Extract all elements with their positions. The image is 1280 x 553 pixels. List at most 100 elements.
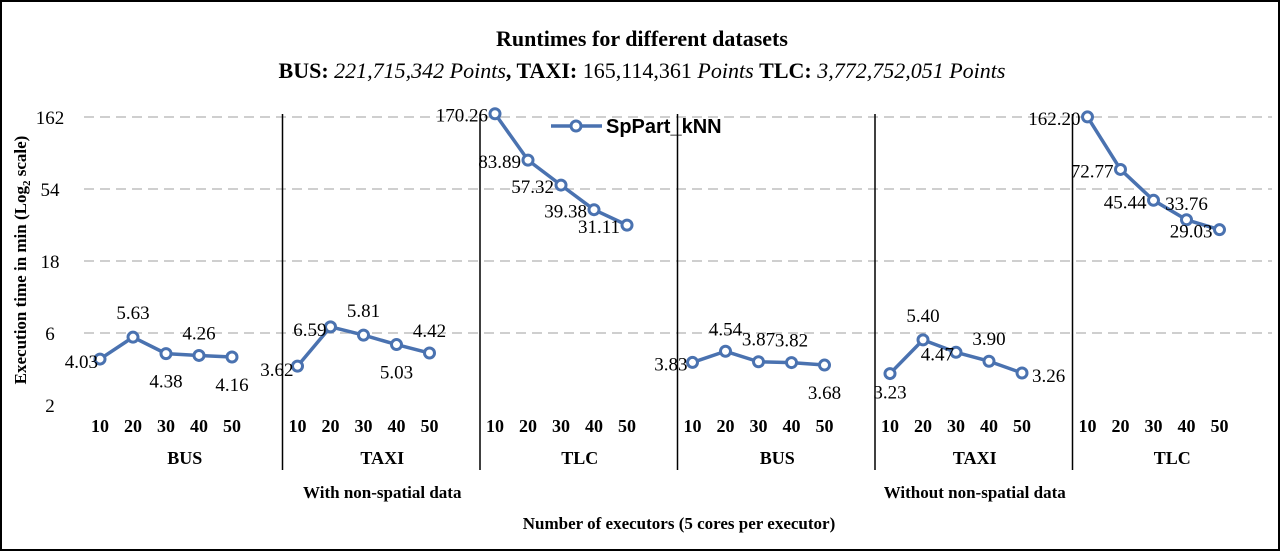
x-tick-label: 20: [519, 416, 537, 436]
x-axis: 10 20 30 40 50 BUS 10 20 30 40 50 TAXI 10 20 30 40 50 TLC…: [91, 416, 1229, 502]
dataset-label: BUS: [760, 448, 795, 468]
data-label: 4.54: [709, 319, 743, 340]
x-tick-label: 30: [157, 416, 175, 436]
data-point: [93, 352, 107, 366]
data-label: 39.38: [544, 202, 587, 223]
dataset-label: TAXI: [953, 448, 997, 468]
data-point: [554, 178, 568, 192]
x-tick-label: 10: [486, 416, 504, 436]
data-label: 3.87: [742, 330, 775, 351]
x-tick-label: 50: [1013, 416, 1031, 436]
x-tick-label: 30: [552, 416, 570, 436]
dataset-label: TLC: [561, 448, 598, 468]
x-tick-label: 20: [717, 416, 735, 436]
series-sppart-knn: [93, 107, 1226, 381]
data-point: [291, 359, 304, 373]
legend-label: SpPart_kNN: [606, 116, 722, 138]
y-tick-label: 2: [45, 396, 55, 417]
subtitle-tlc-label: TLC:: [759, 58, 812, 83]
data-point: [1114, 162, 1127, 176]
x-tick-label: 10: [684, 416, 702, 436]
legend-marker: [569, 119, 583, 133]
data-label: 83.89: [478, 152, 521, 173]
legend: SpPart_kNN: [551, 116, 722, 138]
data-point: [192, 348, 206, 362]
x-tick-label: 40: [388, 416, 406, 436]
section-label: Without non-spatial data: [884, 483, 1067, 502]
x-tick-label: 40: [1178, 416, 1196, 436]
x-tick-label: 50: [421, 416, 439, 436]
data-point: [225, 350, 239, 364]
data-point: [620, 218, 634, 232]
data-point: [126, 330, 140, 344]
dataset-label: TLC: [1154, 448, 1191, 468]
dataset-label: BUS: [167, 448, 202, 468]
data-point: [1015, 366, 1029, 380]
data-point: [785, 356, 798, 370]
data-label: 3.82: [775, 331, 808, 352]
x-tick-label: 10: [289, 416, 307, 436]
data-label: 3.23: [873, 383, 906, 404]
data-point: [357, 328, 370, 342]
data-label: 3.26: [1032, 366, 1065, 387]
data-label: 57.32: [511, 177, 554, 198]
data-labels: 4.03 5.63 4.38 4.26 4.16 3.626.59 5.81 5.034.42…: [65, 106, 1213, 404]
x-tick-label: 30: [947, 416, 965, 436]
y-tick-label: 162: [36, 108, 65, 129]
data-label: 4.47: [921, 344, 954, 365]
data-label: 3.83: [654, 354, 687, 375]
x-tick-label: 40: [190, 416, 208, 436]
section-label: With non-spatial data: [303, 483, 462, 502]
chart-subtitle: BUS: 221,715,342 Points, TAXI: 165,114,3…: [279, 58, 1006, 83]
data-label: 4.26: [182, 323, 215, 344]
y-tick-label: 18: [41, 252, 60, 273]
data-label: 6.59: [293, 320, 326, 341]
subtitle-bus-label: BUS:: [279, 58, 329, 83]
group-dividers: [281, 114, 1074, 470]
data-point: [390, 338, 403, 352]
data-label: 3.62: [260, 360, 293, 381]
subtitle-taxi-count: 165,114,361: [583, 58, 692, 83]
data-label: 31.11: [578, 217, 620, 238]
x-tick-label: 50: [223, 416, 241, 436]
data-label: 5.63: [116, 303, 149, 324]
data-point: [949, 345, 963, 359]
x-tick-label: 30: [1145, 416, 1163, 436]
data-point: [916, 333, 930, 347]
x-tick-label: 50: [618, 416, 636, 436]
data-label: 5.81: [347, 301, 380, 322]
x-tick-label: 40: [783, 416, 801, 436]
x-tick-label: 10: [881, 416, 899, 436]
x-tick-label: 50: [816, 416, 834, 436]
data-point: [686, 355, 699, 369]
data-label: 29.03: [1170, 222, 1213, 243]
x-tick-label: 10: [1079, 416, 1097, 436]
dataset-label: TAXI: [360, 448, 404, 468]
data-label: 4.42: [413, 321, 446, 342]
data-point: [752, 355, 765, 369]
data-point: [587, 203, 601, 217]
data-label: 162.20: [1028, 109, 1080, 130]
subtitle-bus-value: 221,715,342 Points: [334, 58, 506, 83]
data-point: [719, 344, 732, 358]
data-label: 4.38: [149, 372, 182, 393]
data-point: [883, 367, 897, 381]
data-point: [159, 347, 173, 361]
data-label: 170.26: [436, 106, 488, 127]
x-tick-label: 20: [322, 416, 340, 436]
data-label: 3.68: [808, 383, 841, 404]
y-tick-label: 54: [41, 180, 61, 201]
data-point: [423, 346, 436, 360]
x-tick-label: 30: [750, 416, 768, 436]
data-point: [488, 107, 502, 121]
x-tick-label: 40: [980, 416, 998, 436]
data-point: [1213, 223, 1226, 237]
data-point: [521, 153, 535, 167]
subtitle-taxi-label: TAXI:: [517, 58, 578, 83]
y-tick-label: 6: [45, 324, 55, 345]
data-label: 5.03: [380, 363, 413, 384]
x-tick-label: 10: [91, 416, 109, 436]
data-label: 33.76: [1165, 194, 1208, 215]
